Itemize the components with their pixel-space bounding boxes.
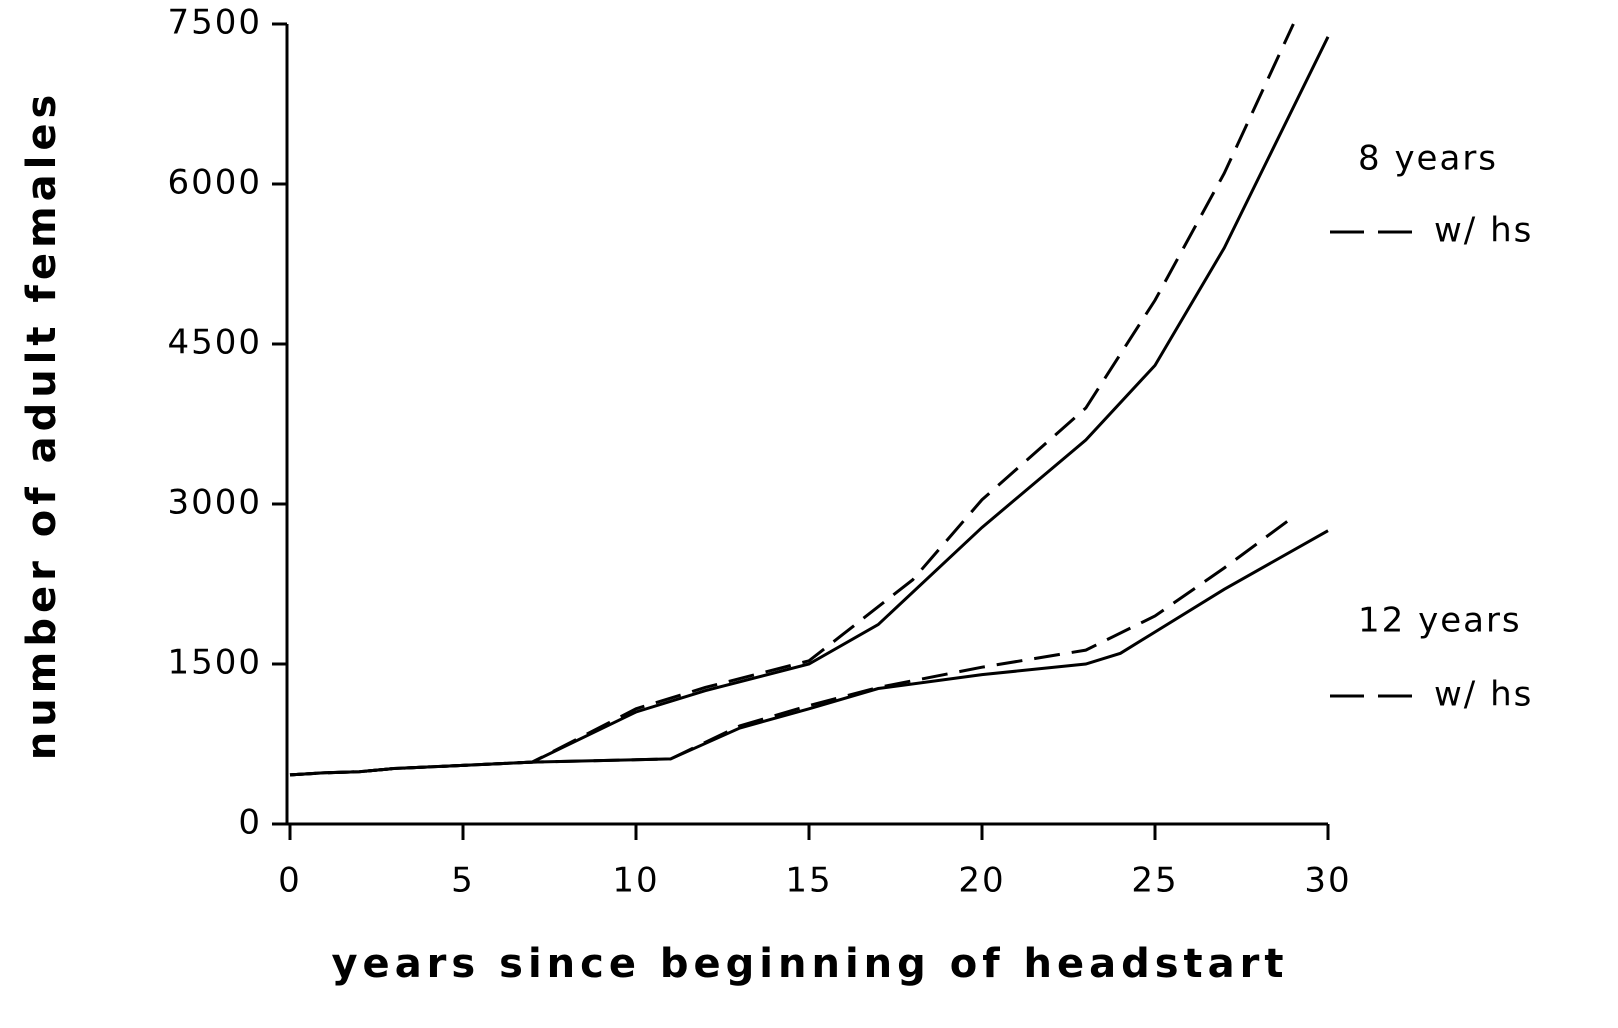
legend-label: 12 years	[1358, 601, 1522, 641]
y-tick-label: 6000	[167, 163, 262, 203]
x-tick-label: 30	[1304, 861, 1351, 901]
y-tick-label: 3000	[167, 483, 262, 523]
series-line	[289, 529, 1329, 777]
series-line	[289, 36, 1330, 777]
series-line	[289, 23, 1295, 777]
x-tick-label: 10	[612, 861, 659, 901]
x-axis-label: years since beginning of headstart	[331, 941, 1288, 987]
legend-label: w/ hs	[1434, 675, 1533, 715]
y-tick-label: 0	[238, 803, 262, 843]
x-tick-label: 15	[785, 861, 832, 901]
x-tick-label: 20	[958, 861, 1005, 901]
x-tick-label: 25	[1131, 861, 1178, 901]
series-line	[289, 515, 1295, 777]
legend-label: w/ hs	[1434, 211, 1533, 251]
y-tick-label: 1500	[167, 643, 262, 683]
x-tick-label: 0	[278, 861, 302, 901]
x-tick-label: 5	[451, 861, 475, 901]
legend-label: 8 years	[1358, 139, 1498, 179]
y-tick-label: 7500	[167, 3, 262, 43]
y-axis-label: number of adult females	[19, 90, 65, 761]
y-tick-label: 4500	[167, 323, 262, 363]
